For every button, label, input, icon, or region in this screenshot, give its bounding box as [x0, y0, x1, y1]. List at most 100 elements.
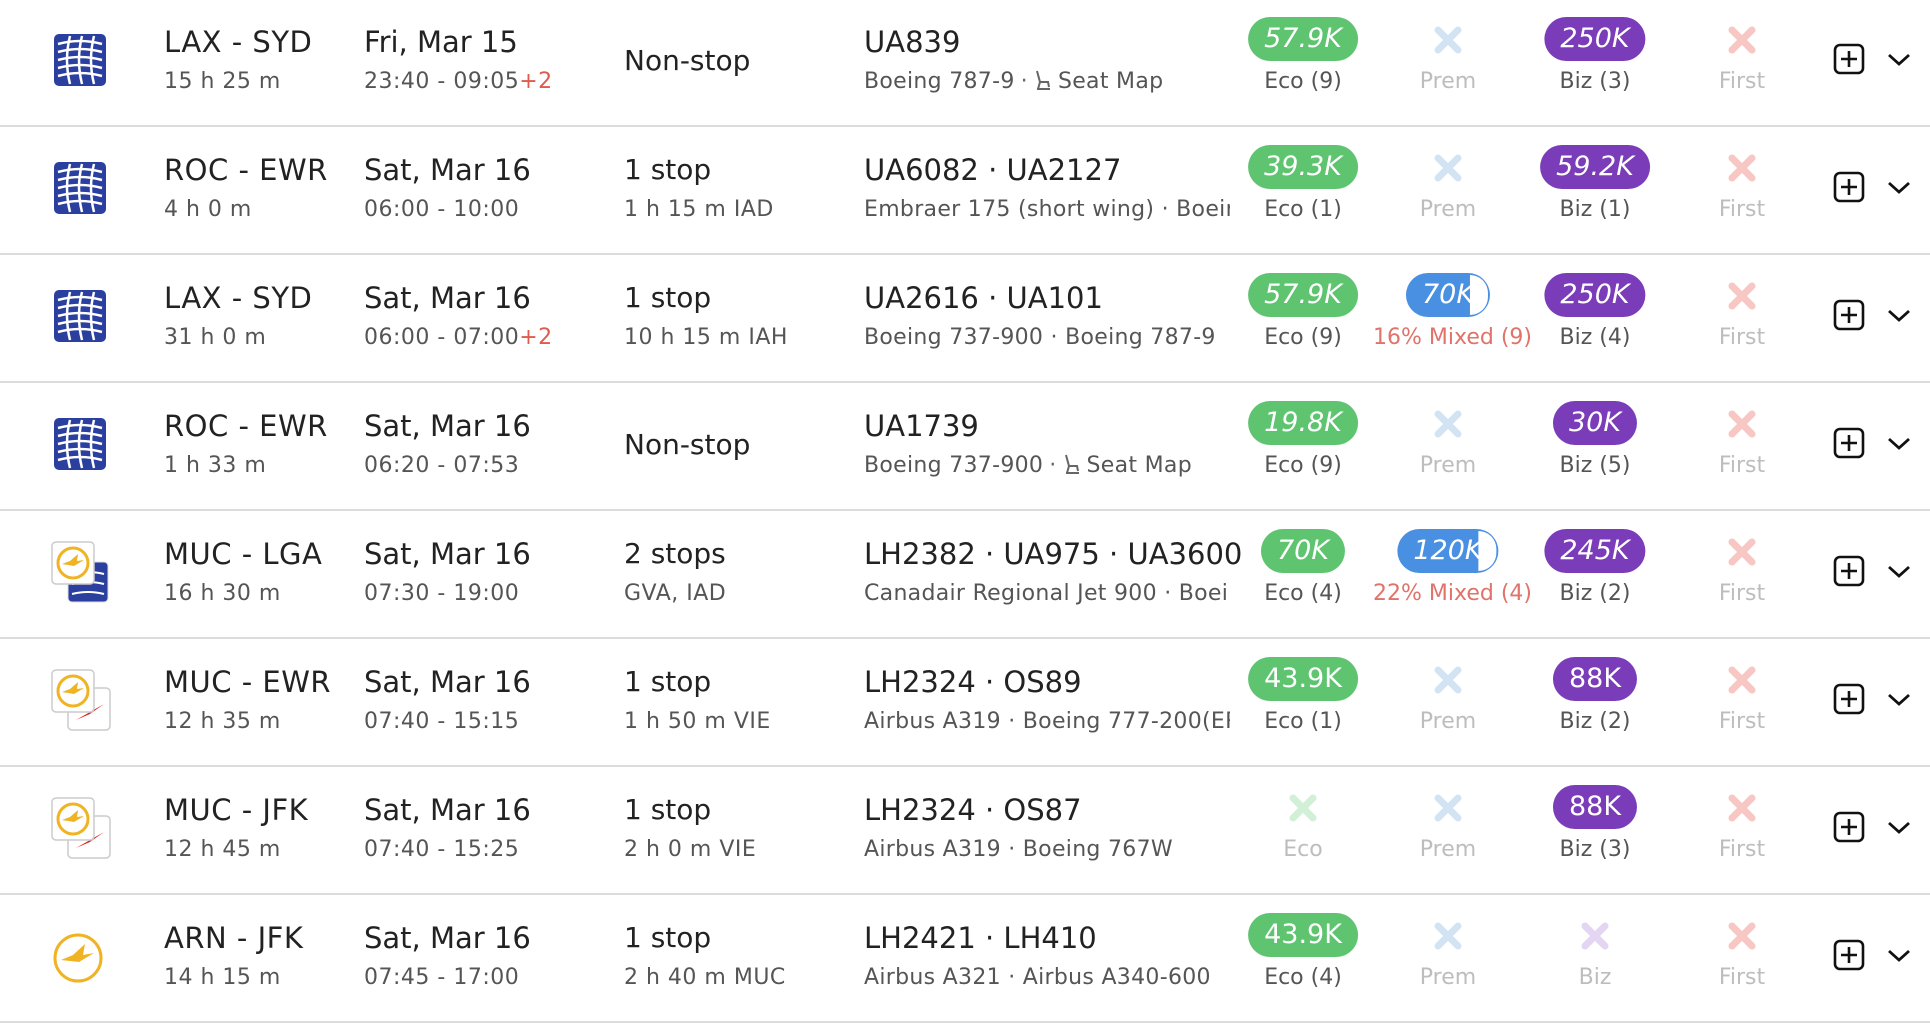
prem-fare[interactable]: 120K 22% Mixed (4) [1373, 529, 1532, 625]
chevron-down-icon[interactable] [1886, 180, 1912, 196]
add-icon[interactable] [1833, 555, 1865, 587]
time-range: 23:40 - 09:05+2 [364, 69, 553, 94]
united-icon [54, 162, 106, 214]
layover: 2 h 0 m VIE [624, 837, 757, 862]
cabin-label: First [1718, 581, 1766, 606]
unavailable-icon [1434, 410, 1462, 438]
biz-fare[interactable]: 250K Biz (4) [1520, 273, 1670, 369]
duration: 12 h 45 m [164, 837, 281, 862]
unavailable-icon [1434, 922, 1462, 950]
chevron-down-icon[interactable] [1886, 52, 1912, 68]
add-icon[interactable] [1833, 171, 1865, 203]
flight-numbers: UA2616 · UA101 [864, 281, 1103, 315]
unavailable-icon [1728, 538, 1756, 566]
day-offset: +2 [519, 69, 553, 94]
unavailable-icon [1289, 794, 1317, 822]
eco-fare[interactable]: 19.8K Eco (9) [1228, 401, 1378, 497]
cabin-label: Biz [1578, 965, 1612, 990]
unavailable-icon [1434, 794, 1462, 822]
unavailable-icon [1728, 410, 1756, 438]
lufthansa-austrian-icon [51, 797, 111, 859]
chevron-down-icon[interactable] [1886, 564, 1912, 580]
prem-fare: Prem [1373, 401, 1523, 497]
united-icon [54, 418, 106, 470]
chevron-down-icon[interactable] [1886, 820, 1912, 836]
aircraft: Airbus A321 · Airbus A340-600 [864, 965, 1211, 990]
flight-row[interactable]: MUC - JFK 12 h 45 m Sat, Mar 16 07:40 - … [0, 768, 1930, 895]
cabin-label: First [1718, 69, 1766, 94]
biz-fare[interactable]: 30K Biz (5) [1520, 401, 1670, 497]
unavailable-icon [1728, 26, 1756, 54]
flight-row[interactable]: LAX - SYD 15 h 25 m Fri, Mar 15 23:40 - … [0, 0, 1930, 127]
add-icon[interactable] [1833, 43, 1865, 75]
biz-fare[interactable]: 245K Biz (2) [1520, 529, 1670, 625]
price-pill: 88K [1552, 657, 1638, 701]
duration: 16 h 30 m [164, 581, 281, 606]
cabin-label: 16% Mixed (9) [1373, 325, 1532, 350]
first-fare: First [1667, 529, 1817, 625]
biz-fare[interactable]: 88K Biz (2) [1520, 657, 1670, 753]
eco-fare: Eco [1228, 785, 1378, 881]
flight-numbers: UA6082 · UA2127 [864, 153, 1122, 187]
chevron-down-icon[interactable] [1886, 308, 1912, 324]
cabin-label: First [1718, 837, 1766, 862]
duration: 12 h 35 m [164, 709, 281, 734]
first-fare: First [1667, 145, 1817, 241]
eco-fare[interactable]: 39.3K Eco (1) [1228, 145, 1378, 241]
eco-fare[interactable]: 43.9K Eco (4) [1228, 913, 1378, 1009]
flight-row[interactable]: MUC - LGA 16 h 30 m Sat, Mar 16 07:30 - … [0, 512, 1930, 639]
eco-fare[interactable]: 43.9K Eco (1) [1228, 657, 1378, 753]
add-icon[interactable] [1833, 811, 1865, 843]
time-range: 06:20 - 07:53 [364, 453, 520, 478]
eco-fare[interactable]: 57.9K Eco (9) [1228, 17, 1378, 113]
biz-fare[interactable]: 250K Biz (3) [1520, 17, 1670, 113]
lufthansa-united-icon [51, 541, 109, 603]
chevron-down-icon[interactable] [1886, 436, 1912, 452]
time-range: 07:40 - 15:15 [364, 709, 520, 734]
duration: 31 h 0 m [164, 325, 267, 350]
flight-numbers: LH2382 · UA975 · UA3600 [864, 537, 1243, 571]
route: ARN - JFK [164, 921, 304, 955]
flight-row[interactable]: ROC - EWR 4 h 0 m Sat, Mar 16 06:00 - 10… [0, 128, 1930, 255]
united-icon [54, 290, 106, 342]
route: MUC - JFK [164, 793, 309, 827]
chevron-down-icon[interactable] [1886, 948, 1912, 964]
seat-map-link[interactable]: Seat Map [1063, 453, 1192, 478]
flight-row[interactable]: ROC - EWR 1 h 33 m Sat, Mar 16 06:20 - 0… [0, 384, 1930, 511]
seat-icon [1035, 70, 1050, 90]
add-icon[interactable] [1833, 427, 1865, 459]
layover: GVA, IAD [624, 581, 727, 606]
price-pill: 43.9K [1248, 913, 1358, 957]
route: LAX - SYD [164, 281, 313, 315]
departure-date: Sat, Mar 16 [364, 409, 531, 443]
seat-map-link[interactable]: Seat Map [1034, 69, 1163, 94]
price-pill: 70K [1260, 529, 1346, 573]
biz-fare[interactable]: 59.2K Biz (1) [1520, 145, 1670, 241]
chevron-down-icon[interactable] [1886, 692, 1912, 708]
add-icon[interactable] [1833, 683, 1865, 715]
route: ROC - EWR [164, 409, 328, 443]
flight-row[interactable]: ARN - JFK 14 h 15 m Sat, Mar 16 07:45 - … [0, 896, 1930, 1023]
cabin-label: Eco (4) [1264, 965, 1342, 990]
cabin-label: 22% Mixed (4) [1373, 581, 1532, 606]
flight-numbers: LH2324 · OS89 [864, 665, 1082, 699]
price-pill: 250K [1544, 17, 1646, 61]
biz-fare[interactable]: 88K Biz (3) [1520, 785, 1670, 881]
flight-row[interactable]: MUC - EWR 12 h 35 m Sat, Mar 16 07:40 - … [0, 640, 1930, 767]
aircraft: Airbus A319 · Boeing 777-200(ER) [864, 709, 1230, 734]
prem-fare[interactable]: 70K 16% Mixed (9) [1373, 273, 1532, 369]
add-icon[interactable] [1833, 299, 1865, 331]
eco-fare[interactable]: 57.9K Eco (9) [1228, 273, 1378, 369]
flight-numbers: LH2421 · LH410 [864, 921, 1097, 955]
flight-row[interactable]: LAX - SYD 31 h 0 m Sat, Mar 16 06:00 - 0… [0, 256, 1930, 383]
price-pill[interactable]: 70K [1405, 273, 1491, 317]
time-range: 06:00 - 10:00 [364, 197, 520, 222]
price-pill[interactable]: 120K [1397, 529, 1499, 573]
eco-fare[interactable]: 70K Eco (4) [1228, 529, 1378, 625]
prem-fare: Prem [1373, 913, 1523, 1009]
cabin-label: Eco [1283, 837, 1323, 862]
route: LAX - SYD [164, 25, 313, 59]
first-fare: First [1667, 17, 1817, 113]
add-icon[interactable] [1833, 939, 1865, 971]
